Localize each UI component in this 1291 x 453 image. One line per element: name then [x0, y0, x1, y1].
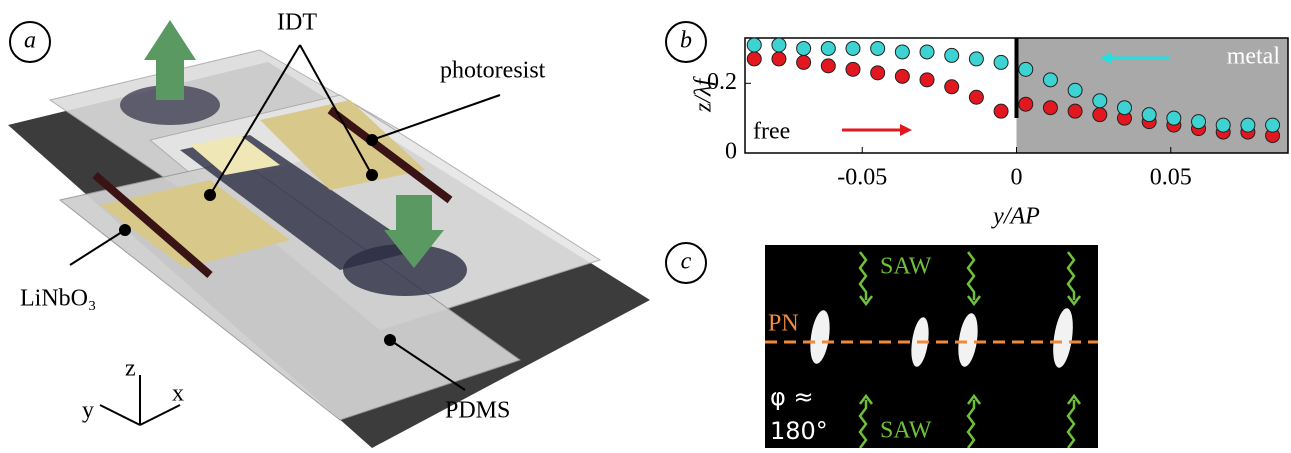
axis-label: z [125, 356, 136, 382]
point [846, 62, 860, 76]
point [1093, 108, 1107, 122]
point [895, 69, 909, 83]
point [821, 41, 835, 55]
point [747, 52, 761, 66]
point [1241, 118, 1255, 132]
annotation: free [753, 119, 790, 145]
point [994, 104, 1008, 118]
point [821, 59, 835, 73]
x-tick-label: -0.05 [837, 165, 887, 191]
point [772, 38, 786, 52]
point [1192, 115, 1206, 129]
point [1043, 73, 1057, 87]
annotation: metal [1227, 44, 1281, 70]
panel-label: a [24, 28, 36, 54]
point [895, 45, 909, 59]
point [920, 73, 934, 87]
saw-label: SAW [880, 254, 932, 280]
phase-label: 180° [770, 417, 828, 445]
label: PDMS [445, 398, 510, 424]
figure: a IDT photoresist LiNbO₃ PDMS z y x b 0 0… [0, 0, 1291, 448]
x-tick-label: 0 [1011, 165, 1023, 191]
point [1093, 94, 1107, 108]
point [871, 66, 885, 80]
saw-label: SAW [880, 418, 932, 444]
point [1117, 101, 1131, 115]
point [1019, 62, 1033, 76]
point [945, 48, 959, 62]
point [1266, 118, 1280, 132]
point [1142, 108, 1156, 122]
phase-label: φ ≈ [770, 383, 814, 411]
point [797, 55, 811, 69]
label: LiNbO₃ [20, 286, 96, 312]
panel-label: c [681, 249, 692, 275]
x-tick-label: 0.05 [1150, 165, 1192, 191]
point [969, 52, 983, 66]
axis-label: y [82, 398, 94, 424]
y-axis-label: z/λf [691, 76, 717, 113]
x-axis-label: y/AP [991, 204, 1040, 230]
point [871, 41, 885, 55]
panel-label: b [680, 28, 692, 54]
point [1068, 104, 1082, 118]
pn-label: PN [768, 311, 799, 337]
point [1167, 111, 1181, 125]
label: photoresist [440, 58, 546, 84]
point [945, 80, 959, 94]
label: IDT [277, 10, 317, 36]
device-drawing [8, 20, 650, 448]
y-tick-label: 0 [725, 139, 737, 165]
axis-label: x [172, 381, 184, 407]
point [772, 52, 786, 66]
point [846, 41, 860, 55]
point [1019, 97, 1033, 111]
point [994, 55, 1008, 69]
point [969, 90, 983, 104]
point [747, 38, 761, 52]
point [920, 45, 934, 59]
point [1043, 101, 1057, 115]
point [1216, 118, 1230, 132]
point [797, 41, 811, 55]
arrow-head [900, 124, 912, 136]
point [1068, 83, 1082, 97]
